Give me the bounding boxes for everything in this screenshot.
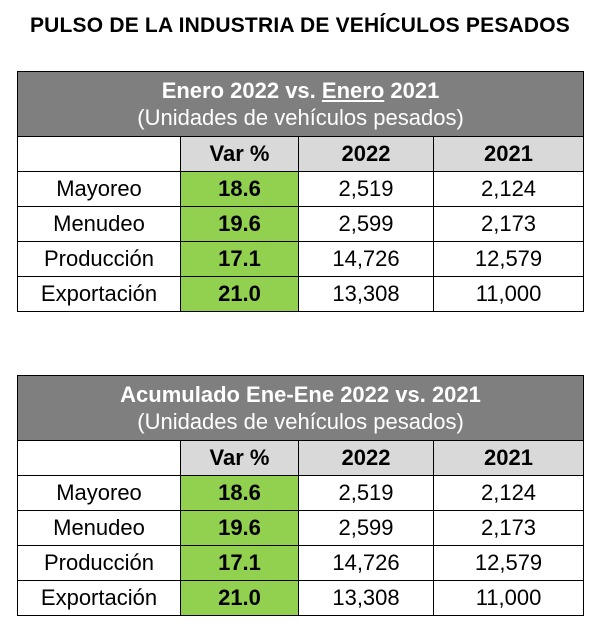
value-2022: 2,519 xyxy=(298,475,434,511)
value-2022: 2,599 xyxy=(298,510,434,546)
var-cell: 17.1 xyxy=(180,545,299,581)
table-row: Exportación 21.0 13,308 11,000 xyxy=(17,580,585,616)
row-label: Menudeo xyxy=(17,510,181,546)
var-cell: 21.0 xyxy=(180,580,299,616)
var-cell: 18.6 xyxy=(180,171,299,207)
table-header: Enero 2022 vs. Enero 2021 (Unidades de v… xyxy=(16,71,585,137)
row-label: Exportación xyxy=(17,580,181,616)
row-label: Mayoreo xyxy=(17,475,181,511)
table-row: Exportación 21.0 13,308 11,000 xyxy=(17,276,585,312)
column-header-2022: 2022 xyxy=(298,136,434,172)
value-2022: 2,519 xyxy=(298,171,434,207)
value-2021: 12,579 xyxy=(432,545,585,581)
row-label: Menudeo xyxy=(17,206,181,242)
row-label: Exportación xyxy=(17,276,181,312)
value-2022: 14,726 xyxy=(298,241,434,277)
column-header-2021: 2021 xyxy=(432,440,585,476)
monthly-comparison-table: Enero 2022 vs. Enero 2021 (Unidades de v… xyxy=(16,71,585,312)
column-header-2022: 2022 xyxy=(298,440,434,476)
value-2022: 13,308 xyxy=(298,276,434,312)
table-row: Menudeo 19.6 2,599 2,173 xyxy=(17,510,585,546)
table-row: Mayoreo 18.6 2,519 2,124 xyxy=(17,475,585,511)
column-header-blank xyxy=(17,136,181,172)
value-2022: 14,726 xyxy=(298,545,434,581)
column-header-blank xyxy=(17,440,181,476)
table-row: Producción 17.1 14,726 12,579 xyxy=(17,545,585,581)
table-row: Mayoreo 18.6 2,519 2,124 xyxy=(17,171,585,207)
value-2022: 13,308 xyxy=(298,580,434,616)
value-2021: 2,173 xyxy=(432,206,585,242)
table-row: Producción 17.1 14,726 12,579 xyxy=(17,241,585,277)
table-subheading: (Unidades de vehículos pesados) xyxy=(137,409,464,434)
table-heading: Enero 2022 vs. Enero 2021 xyxy=(161,78,440,103)
table-heading: Acumulado Ene-Ene 2022 vs. 2021 xyxy=(120,382,481,407)
row-label: Producción xyxy=(17,545,181,581)
var-cell: 18.6 xyxy=(180,475,299,511)
value-2021: 2,124 xyxy=(432,475,585,511)
var-cell: 17.1 xyxy=(180,241,299,277)
column-header-var: Var % xyxy=(180,136,299,172)
table-header: Acumulado Ene-Ene 2022 vs. 2021 (Unidade… xyxy=(16,375,585,441)
value-2022: 2,599 xyxy=(298,206,434,242)
row-label: Producción xyxy=(17,241,181,277)
column-header-2021: 2021 xyxy=(432,136,585,172)
value-2021: 11,000 xyxy=(432,276,585,312)
var-cell: 19.6 xyxy=(180,206,299,242)
value-2021: 2,173 xyxy=(432,510,585,546)
var-cell: 21.0 xyxy=(180,276,299,312)
var-cell: 19.6 xyxy=(180,510,299,546)
value-2021: 12,579 xyxy=(432,241,585,277)
value-2021: 11,000 xyxy=(432,580,585,616)
page-title: PULSO DE LA INDUSTRIA DE VEHÍCULOS PESAD… xyxy=(29,14,571,37)
row-label: Mayoreo xyxy=(17,171,181,207)
value-2021: 2,124 xyxy=(432,171,585,207)
table-subheading: (Unidades de vehículos pesados) xyxy=(137,105,464,130)
cumulative-comparison-table: Acumulado Ene-Ene 2022 vs. 2021 (Unidade… xyxy=(16,375,585,616)
table-row: Menudeo 19.6 2,599 2,173 xyxy=(17,206,585,242)
column-header-var: Var % xyxy=(180,440,299,476)
